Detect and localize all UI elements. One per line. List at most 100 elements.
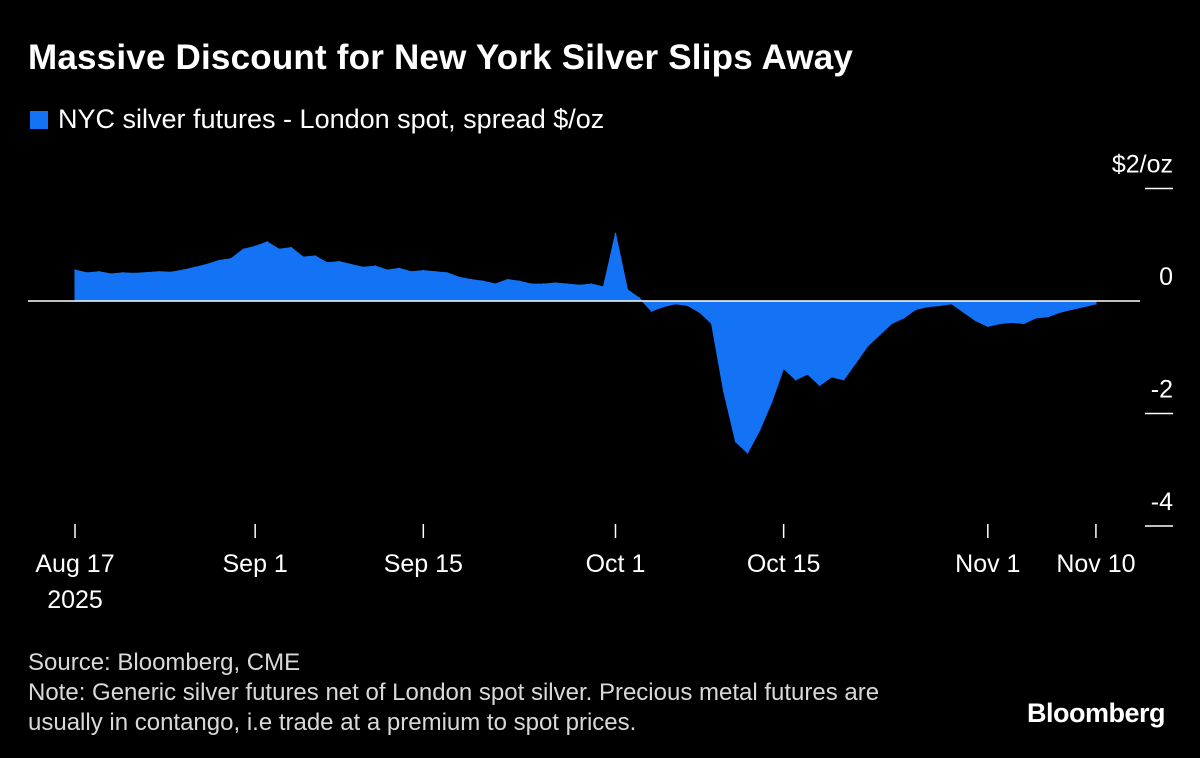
data-point-39 xyxy=(566,283,569,285)
data-point-2 xyxy=(98,271,100,273)
data-point-0 xyxy=(74,269,76,271)
data-point-18 xyxy=(302,256,305,258)
data-point-82 xyxy=(1083,305,1085,308)
data-point-10 xyxy=(206,263,208,266)
x-tick-label: Nov 1 xyxy=(955,550,1020,578)
source-text: Source: Bloomberg, CME xyxy=(28,649,301,676)
data-point-6 xyxy=(158,271,160,273)
data-point-5 xyxy=(134,272,136,275)
chart-title: Massive Discount for New York Silver Sli… xyxy=(28,38,854,77)
x-tick-label: Oct 15 xyxy=(747,550,821,578)
data-point-49 xyxy=(686,304,689,307)
data-point-12 xyxy=(230,258,232,260)
data-point-71 xyxy=(951,303,953,305)
data-point-44 xyxy=(626,289,629,291)
data-point-17 xyxy=(290,246,293,249)
y-tick-label: 0 xyxy=(1159,263,1173,291)
data-point-46 xyxy=(650,310,653,312)
data-point-60 xyxy=(818,384,821,387)
data-point-70 xyxy=(939,304,941,307)
data-point-80 xyxy=(1059,311,1061,314)
y-tick-label: -2 xyxy=(1151,376,1173,404)
data-point-40 xyxy=(578,284,581,287)
data-point-33 xyxy=(494,283,497,285)
data-point-20 xyxy=(326,262,329,264)
legend: NYC silver futures - London spot, spread… xyxy=(30,104,604,135)
data-point-75 xyxy=(999,322,1001,325)
data-point-9 xyxy=(194,266,196,269)
data-point-7 xyxy=(170,271,172,274)
x-tick-label: Aug 17 xyxy=(35,550,114,578)
data-point-24 xyxy=(386,269,389,271)
data-point-30 xyxy=(458,276,461,279)
data-point-58 xyxy=(794,379,797,381)
data-point-22 xyxy=(362,266,365,269)
data-point-48 xyxy=(674,303,677,305)
data-point-41 xyxy=(590,283,593,285)
data-point-54 xyxy=(746,452,749,454)
data-point-61 xyxy=(830,376,833,378)
data-point-53 xyxy=(734,440,737,443)
data-point-32 xyxy=(482,280,485,283)
data-point-79 xyxy=(1047,316,1049,318)
data-point-65 xyxy=(878,334,881,336)
data-point-14 xyxy=(254,245,256,248)
data-point-67 xyxy=(903,317,905,319)
data-point-57 xyxy=(782,367,785,370)
legend-swatch xyxy=(30,110,48,129)
data-point-27 xyxy=(422,269,425,272)
note-text: Note: Generic silver futures net of Lond… xyxy=(28,679,880,736)
data-point-83 xyxy=(1095,303,1097,305)
data-point-13 xyxy=(242,248,244,251)
data-point-56 xyxy=(770,401,773,404)
data-point-11 xyxy=(218,259,220,262)
y-tick-label: $2/oz xyxy=(1112,151,1173,179)
x-tick-label: Nov 10 xyxy=(1056,550,1135,578)
data-point-28 xyxy=(434,271,437,273)
x-tick-label: Sep 15 xyxy=(384,550,463,578)
data-point-55 xyxy=(758,429,761,432)
data-point-45 xyxy=(638,297,641,300)
x-tick-sublabel: 2025 xyxy=(47,586,103,614)
data-point-51 xyxy=(710,322,713,325)
data-point-19 xyxy=(314,255,317,257)
data-point-77 xyxy=(1023,322,1025,325)
data-point-25 xyxy=(398,267,401,270)
data-point-63 xyxy=(854,362,857,364)
data-point-69 xyxy=(927,305,929,308)
data-point-34 xyxy=(506,278,509,281)
data-point-78 xyxy=(1035,317,1037,319)
data-point-23 xyxy=(374,265,377,267)
data-point-31 xyxy=(470,278,473,281)
data-point-74 xyxy=(987,325,989,328)
data-point-29 xyxy=(446,272,449,274)
data-point-81 xyxy=(1071,308,1073,311)
data-point-52 xyxy=(722,390,725,392)
data-point-37 xyxy=(542,283,545,285)
data-point-42 xyxy=(602,286,605,288)
legend-label: NYC silver futures - London spot, spread… xyxy=(58,104,605,134)
data-point-4 xyxy=(122,272,124,274)
data-point-26 xyxy=(410,271,413,273)
y-tick-label: -4 xyxy=(1151,488,1173,516)
data-point-64 xyxy=(866,345,869,347)
data-point-59 xyxy=(806,373,809,375)
data-point-73 xyxy=(975,319,977,322)
data-point-72 xyxy=(963,311,965,314)
data-point-1 xyxy=(86,272,88,274)
data-point-36 xyxy=(530,283,533,285)
x-tick-label: Sep 1 xyxy=(222,550,287,578)
data-point-68 xyxy=(915,308,917,311)
data-point-15 xyxy=(266,241,269,243)
data-point-38 xyxy=(554,282,557,284)
data-point-50 xyxy=(698,311,701,314)
x-tick-label: Oct 1 xyxy=(586,550,646,578)
data-point-76 xyxy=(1011,321,1013,324)
data-point-35 xyxy=(518,280,521,283)
data-point-8 xyxy=(182,269,184,271)
data-point-3 xyxy=(110,273,112,275)
series-area-0 xyxy=(74,233,1097,454)
data-point-21 xyxy=(338,260,341,263)
data-point-43 xyxy=(614,232,617,235)
